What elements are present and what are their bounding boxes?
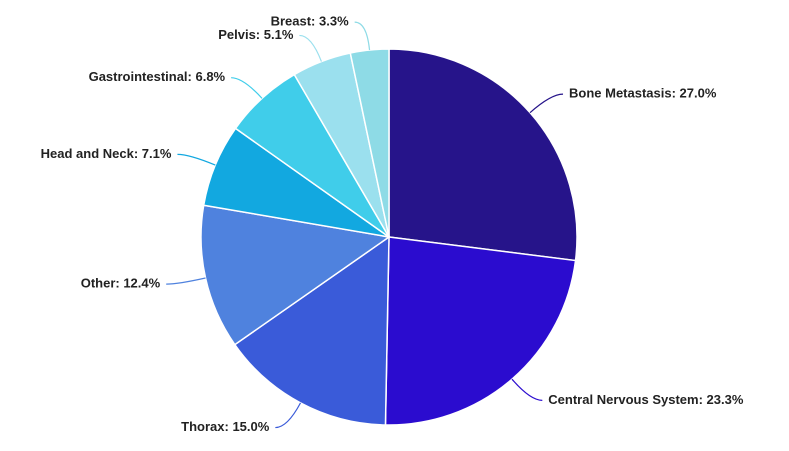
data-label: Bone Metastasis: 27.0% xyxy=(569,86,717,101)
data-label: Central Nervous System: 23.3% xyxy=(548,392,744,407)
leader-line xyxy=(354,21,371,51)
data-label: Breast: 3.3% xyxy=(271,14,349,29)
leader-line xyxy=(166,277,206,285)
pie-slice xyxy=(384,236,577,426)
leader-line xyxy=(299,34,323,62)
pie-slice xyxy=(388,48,578,262)
pie-slice xyxy=(349,48,390,238)
leader-line xyxy=(511,378,543,401)
data-label: Pelvis: 5.1% xyxy=(218,27,294,42)
leader-line xyxy=(529,93,564,114)
leader-line xyxy=(177,153,216,166)
data-label: Thorax: 15.0% xyxy=(181,419,270,434)
leader-line xyxy=(231,77,263,99)
pie-slice xyxy=(200,204,391,346)
data-label: Gastrointestinal: 6.8% xyxy=(89,69,226,84)
leader-line xyxy=(275,402,302,429)
data-label: Other: 12.4% xyxy=(81,276,161,291)
data-label: Head and Neck: 7.1% xyxy=(41,146,172,161)
